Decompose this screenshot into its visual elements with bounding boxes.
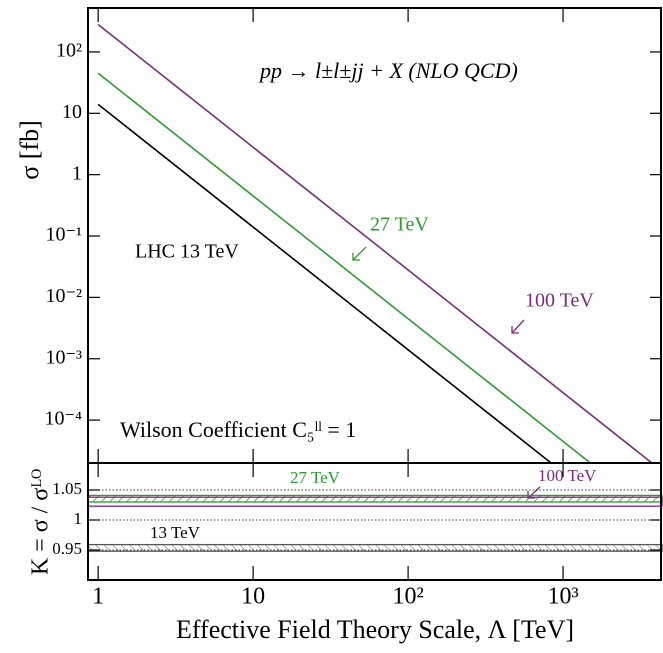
- arrow: [352, 246, 367, 261]
- series-line: [97, 72, 592, 463]
- plot-frame: [87, 462, 662, 581]
- y-axis-label: σ [fb]: [15, 120, 44, 180]
- x-tick-label: 10³: [547, 584, 578, 610]
- arrow-head: [352, 253, 360, 261]
- x-tick-label: 10²: [392, 584, 423, 610]
- y-tick-label: 1.05: [52, 479, 82, 498]
- series-label: 100 TeV: [538, 466, 597, 485]
- y-tick-label: 1: [72, 162, 82, 184]
- series-line: [97, 103, 553, 463]
- x-axis-label: Effective Field Theory Scale, Λ [TeV]: [176, 615, 574, 644]
- x-tick-label: 10: [241, 584, 265, 610]
- y-tick-label: 1: [74, 509, 83, 528]
- band: [87, 543, 663, 552]
- y-tick-label: 10⁻¹: [45, 224, 82, 246]
- arrow-head: [511, 326, 519, 334]
- y-tick-label: 10⁻³: [45, 346, 82, 368]
- series-line: [97, 23, 654, 463]
- series-label: 27 TeV: [290, 468, 341, 487]
- series-label: 100 TeV: [525, 290, 594, 312]
- y-tick-label: 0.95: [52, 539, 82, 558]
- series-label: 13 TeV: [150, 523, 201, 542]
- y-tick-label: 10⁻⁴: [44, 408, 82, 430]
- band: [87, 494, 663, 503]
- plot-lines: [97, 23, 654, 463]
- y-tick-label: 10²: [56, 40, 82, 62]
- y-tick-label: 10⁻²: [45, 285, 82, 307]
- annotation: Wilson Coefficient C₅ˡˡ = 1: [120, 417, 356, 442]
- chart-title: pp → l±l±jj + X (NLO QCD): [258, 58, 518, 83]
- series-label: LHC 13 TeV: [135, 241, 239, 263]
- series-label: 27 TeV: [370, 214, 429, 236]
- arrow: [511, 319, 525, 334]
- arrows: [352, 246, 541, 499]
- y-axis-label: K = σ / σᴸᴼ: [28, 469, 54, 575]
- y-tick-label: 10: [62, 101, 82, 123]
- x-tick-label: 1: [92, 584, 104, 610]
